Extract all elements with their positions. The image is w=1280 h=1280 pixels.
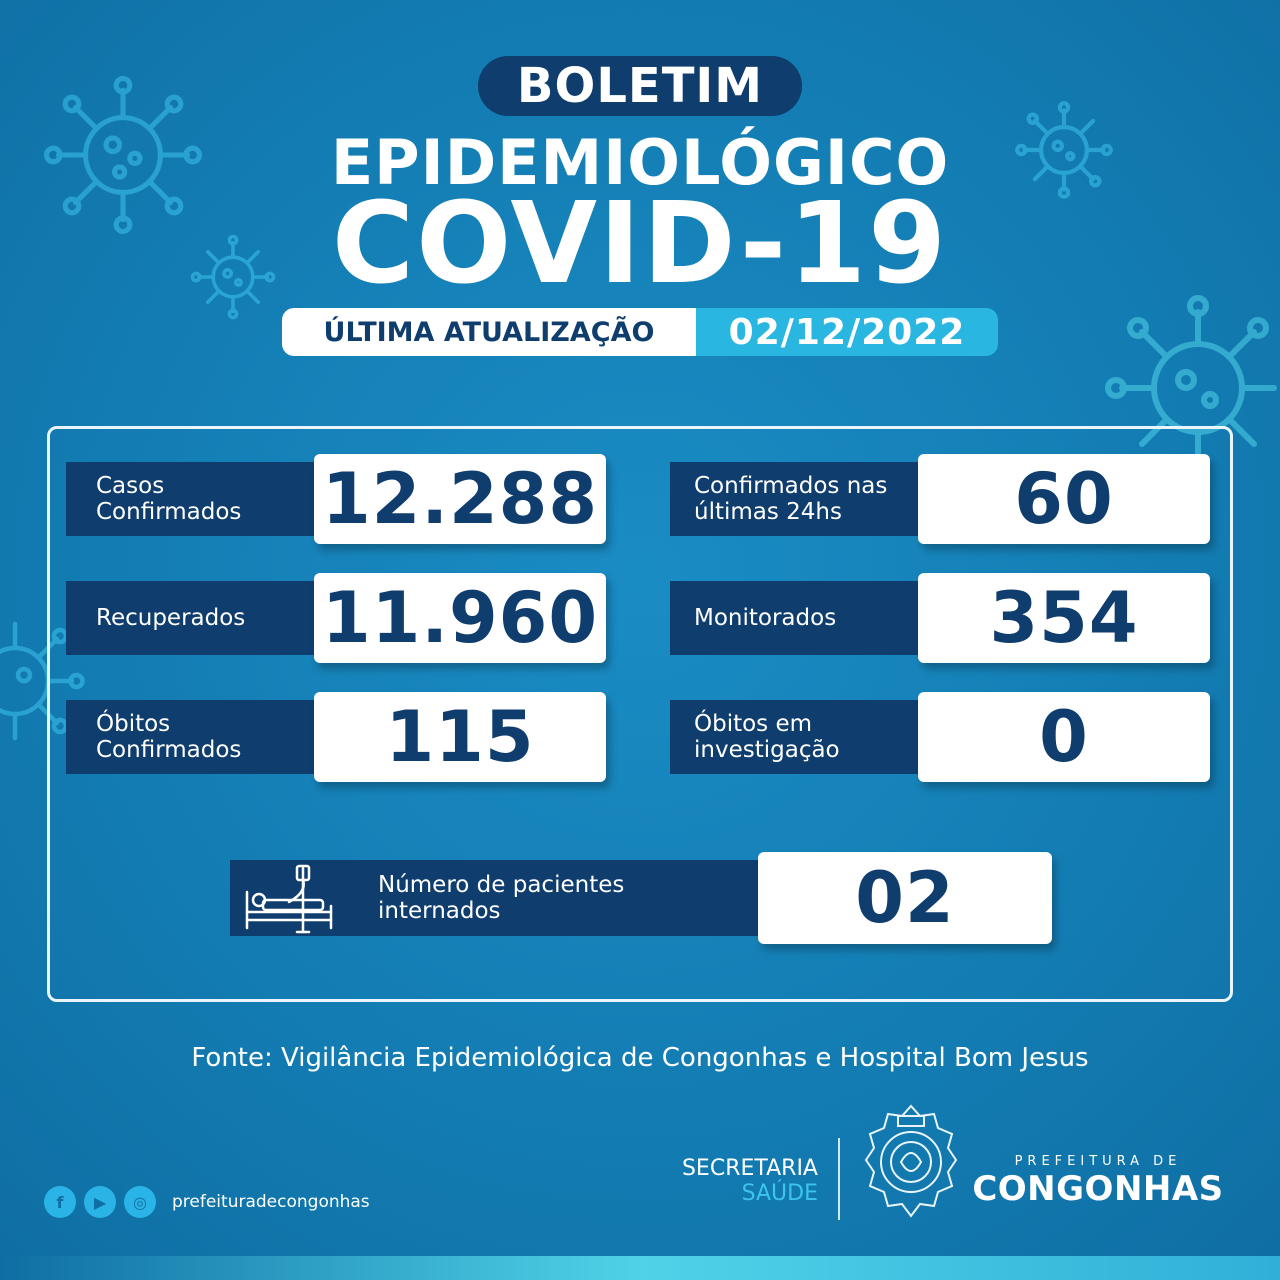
social-links: f ▶ ◎ prefeituradecongonhas — [44, 1186, 370, 1218]
stat-label: Óbitos Confirmados — [66, 700, 326, 774]
secretaria-logo: SECRETARIA SAÚDE — [640, 1156, 818, 1207]
stat-value: 02 — [758, 852, 1052, 944]
source-text: Fonte: Vigilância Epidemiológica de Cong… — [191, 1043, 1089, 1073]
secretaria-text: SECRETARIA — [681, 1156, 818, 1181]
title-epidemiologico: EPIDEMIOLÓGICO — [330, 126, 950, 199]
bottom-strip — [0, 1256, 1280, 1280]
stat-label: Monitorados — [670, 581, 930, 655]
prefeitura-small-text: PREFEITURA DE — [1014, 1154, 1182, 1169]
stat-obitos-confirmados: Óbitos Confirmados 115 — [66, 692, 608, 782]
stat-obitos-investigacao: Óbitos em investigação 0 — [670, 692, 1212, 782]
stat-value: 12.288 — [314, 454, 606, 544]
update-bar: ÚLTIMA ATUALIZAÇÃO 02/12/2022 — [282, 308, 998, 356]
youtube-icon[interactable]: ▶ — [84, 1186, 116, 1218]
stat-monitorados: Monitorados 354 — [670, 573, 1212, 663]
stats-frame — [47, 426, 1233, 1002]
stat-value: 354 — [918, 573, 1210, 663]
stat-value: 0 — [918, 692, 1210, 782]
virus-icon — [1012, 98, 1116, 202]
stat-value: 11.960 — [314, 573, 606, 663]
saude-text: SAÚDE — [741, 1181, 818, 1207]
facebook-icon[interactable]: f — [44, 1186, 76, 1218]
stat-label: Confirmados nas últimas 24hs — [670, 462, 930, 536]
boletim-badge: BOLETIM — [478, 56, 802, 116]
hospital-bed-icon — [230, 860, 348, 936]
stat-value: 115 — [314, 692, 606, 782]
virus-icon — [38, 70, 208, 240]
update-label: ÚLTIMA ATUALIZAÇÃO — [282, 308, 696, 356]
stat-label: Número de pacientes internados — [230, 860, 770, 936]
prefeitura-logo: PREFEITURA DE CONGONHAS — [966, 1154, 1230, 1209]
update-date: 02/12/2022 — [696, 308, 998, 356]
divider — [838, 1138, 840, 1220]
stat-internados: Número de pacientes internados 02 — [230, 852, 1052, 944]
prefeitura-big-text: CONGONHAS — [972, 1169, 1224, 1209]
instagram-icon[interactable]: ◎ — [124, 1186, 156, 1218]
congonhas-seal-icon — [858, 1100, 964, 1226]
title-covid: COVID-19 — [331, 179, 949, 309]
stat-casos-confirmados: Casos Confirmados 12.288 — [66, 454, 608, 544]
stat-label: Recuperados — [66, 581, 326, 655]
stat-label: Óbitos em investigação — [670, 700, 930, 774]
stat-confirmados-24hs: Confirmados nas últimas 24hs 60 — [670, 454, 1212, 544]
virus-icon — [188, 232, 278, 322]
stat-recuperados: Recuperados 11.960 — [66, 573, 608, 663]
stat-label: Casos Confirmados — [66, 462, 326, 536]
boletim-text: BOLETIM — [516, 58, 764, 114]
social-handle[interactable]: prefeituradecongonhas — [172, 1192, 370, 1212]
stat-value: 60 — [918, 454, 1210, 544]
